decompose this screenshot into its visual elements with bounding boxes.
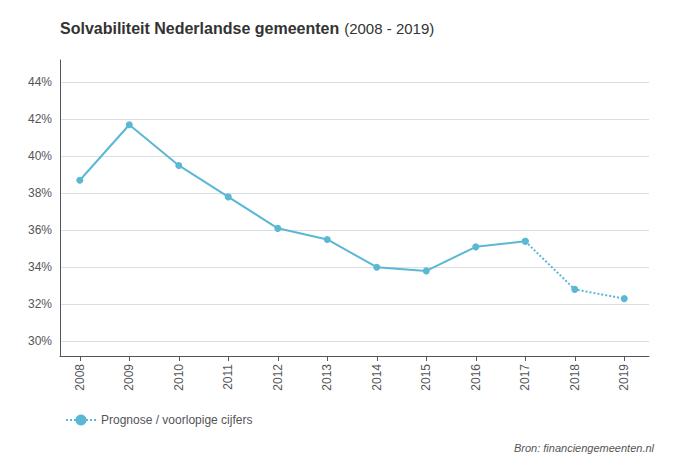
svg-text:2019: 2019 bbox=[617, 364, 631, 391]
svg-text:2010: 2010 bbox=[172, 364, 186, 391]
svg-text:Prognose / voorlopige cijfers: Prognose / voorlopige cijfers bbox=[101, 413, 252, 427]
svg-text:2012: 2012 bbox=[271, 364, 285, 391]
svg-text:30%: 30% bbox=[28, 334, 52, 348]
svg-text:42%: 42% bbox=[28, 112, 52, 126]
svg-text:36%: 36% bbox=[28, 223, 52, 237]
svg-text:(2008 - 2019): (2008 - 2019) bbox=[344, 20, 434, 37]
svg-text:38%: 38% bbox=[28, 186, 52, 200]
svg-text:2009: 2009 bbox=[122, 364, 136, 391]
svg-text:2017: 2017 bbox=[518, 364, 532, 391]
svg-text:32%: 32% bbox=[28, 297, 52, 311]
svg-text:34%: 34% bbox=[28, 260, 52, 274]
svg-text:2008: 2008 bbox=[73, 364, 87, 391]
svg-text:44%: 44% bbox=[28, 75, 52, 89]
svg-text:2018: 2018 bbox=[568, 364, 582, 391]
svg-text:2011: 2011 bbox=[221, 364, 235, 390]
svg-text:Bron: financiengemeenten.nl: Bron: financiengemeenten.nl bbox=[514, 442, 655, 454]
svg-text:2014: 2014 bbox=[370, 364, 384, 391]
svg-text:2015: 2015 bbox=[419, 364, 433, 391]
svg-text:2016: 2016 bbox=[469, 364, 483, 391]
svg-text:40%: 40% bbox=[28, 149, 52, 163]
svg-text:Solvabiliteit Nederlandse geme: Solvabiliteit Nederlandse gemeenten bbox=[60, 20, 339, 37]
svg-text:2013: 2013 bbox=[320, 364, 334, 391]
